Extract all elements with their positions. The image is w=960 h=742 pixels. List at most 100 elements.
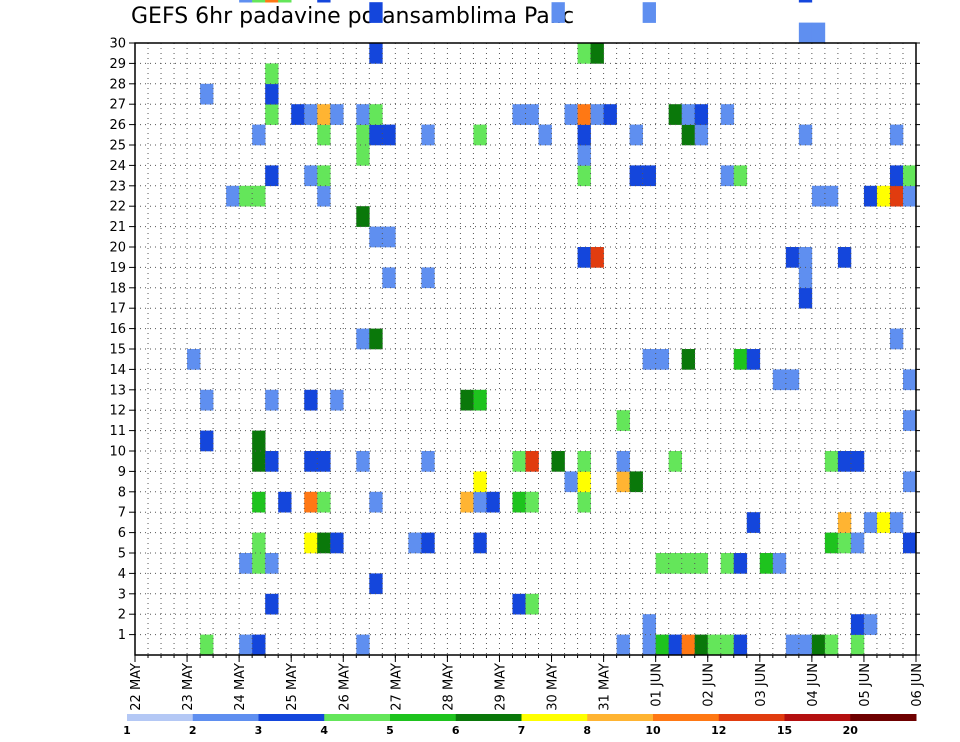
y-tick-label: 28 xyxy=(109,77,126,92)
heatmap-cell xyxy=(590,247,604,268)
heatmap-cell xyxy=(421,451,435,472)
legend-swatch xyxy=(521,714,588,721)
heatmap-cell xyxy=(226,185,240,207)
heatmap-cell xyxy=(382,267,396,289)
y-tick-label: 2 xyxy=(118,608,126,623)
heatmap-cell xyxy=(746,512,761,533)
heatmap-cell xyxy=(252,553,266,574)
heatmap-cell xyxy=(564,104,578,125)
heatmap-cell xyxy=(239,634,253,656)
heatmap-cell xyxy=(473,389,487,411)
y-tick-label: 12 xyxy=(109,404,126,419)
y-tick-label: 27 xyxy=(109,98,126,113)
heatmap-cell xyxy=(733,349,748,370)
heatmap-cell xyxy=(629,471,643,493)
legend-label: 10 xyxy=(645,724,661,737)
heatmap-cell xyxy=(863,185,878,207)
heatmap-cell xyxy=(902,369,917,391)
heatmap-cell xyxy=(720,104,735,125)
heatmap-cell xyxy=(720,553,735,574)
heatmap-cell xyxy=(252,124,266,146)
legend-swatch xyxy=(718,714,785,721)
heatmap-cell xyxy=(824,451,839,472)
heatmap-cell xyxy=(369,43,383,64)
x-tick-label: 05 JUN xyxy=(858,663,873,707)
heatmap-cell xyxy=(356,451,370,472)
heatmap-cell xyxy=(642,634,656,656)
heatmap-cell xyxy=(356,124,370,146)
heatmap-cell xyxy=(707,634,722,656)
heatmap-cell xyxy=(642,165,656,187)
legend-label: 20 xyxy=(843,724,859,737)
y-tick-label: 16 xyxy=(109,322,126,337)
heatmap-cell xyxy=(265,553,279,574)
y-tick-label: 30 xyxy=(109,37,126,52)
heatmap-cell xyxy=(512,491,526,513)
legend-swatch xyxy=(192,714,259,721)
y-tick-label: 13 xyxy=(109,383,126,398)
legend-swatch xyxy=(784,714,851,721)
heatmap-cell xyxy=(616,410,630,431)
heatmap-cell xyxy=(798,247,813,268)
heatmap-cell xyxy=(694,553,709,574)
heatmap-cell xyxy=(733,553,748,574)
heatmap-cell xyxy=(577,451,591,472)
heatmap-cell xyxy=(655,553,669,574)
y-tick-label: 8 xyxy=(118,485,126,500)
heatmap-cell xyxy=(304,389,318,411)
heatmap-cell xyxy=(473,124,487,146)
heatmap-cell xyxy=(668,104,682,125)
heatmap-cell xyxy=(863,512,878,533)
heatmap-cell xyxy=(577,165,591,187)
heatmap-cell xyxy=(369,491,383,513)
x-tick-label: 01 JUN xyxy=(650,663,665,707)
heatmap-cell xyxy=(772,369,787,391)
legend-label: 4 xyxy=(320,724,328,737)
heatmap-cell xyxy=(681,124,696,146)
heatmap-cell xyxy=(746,349,761,370)
heatmap-cell xyxy=(356,328,370,350)
heatmap-cell xyxy=(330,389,344,411)
y-tick-label: 22 xyxy=(109,200,126,215)
y-tick-label: 3 xyxy=(118,587,126,602)
legend-label: 8 xyxy=(583,724,591,737)
heatmap-cell xyxy=(720,634,735,656)
legend-swatch xyxy=(390,714,457,721)
heatmap-cell xyxy=(330,532,344,554)
heatmap-cell xyxy=(265,104,279,125)
y-tick-label: 24 xyxy=(109,159,126,174)
heatmap-cell xyxy=(681,349,696,370)
y-tick-label: 6 xyxy=(118,526,126,541)
heatmap-cell xyxy=(369,573,383,595)
heatmap-cell xyxy=(317,532,331,554)
legend-label: 5 xyxy=(386,724,394,737)
heatmap-cell xyxy=(889,328,904,350)
heatmap-cell xyxy=(291,104,305,125)
y-tick-label: 9 xyxy=(118,465,126,480)
heatmap-cell xyxy=(304,165,318,187)
heatmap-cell xyxy=(889,185,904,207)
legend-label: 6 xyxy=(452,724,460,737)
y-tick-label: 7 xyxy=(118,506,126,521)
heatmap-cell xyxy=(356,634,370,656)
heatmap-cell xyxy=(798,22,813,44)
heatmap-cell xyxy=(525,451,539,472)
heatmap-cell xyxy=(837,532,852,554)
heatmap-cell xyxy=(538,124,552,146)
heatmap-cell xyxy=(616,634,630,656)
heatmap-cell xyxy=(850,634,865,656)
heatmap-cell xyxy=(603,104,617,125)
heatmap-cell xyxy=(369,124,383,146)
heatmap-cell xyxy=(629,165,643,187)
heatmap-cell xyxy=(265,63,279,85)
heatmap-cell xyxy=(889,124,904,146)
x-tick-label: 04 JUN xyxy=(806,663,821,707)
heatmap-cell xyxy=(837,247,852,268)
heatmap-cell xyxy=(252,491,266,513)
heatmap-cell xyxy=(642,2,656,23)
heatmap-cell xyxy=(421,124,435,146)
legend-label: 2 xyxy=(189,724,197,737)
heatmap-cell xyxy=(200,430,214,452)
heatmap-cell xyxy=(265,451,279,472)
